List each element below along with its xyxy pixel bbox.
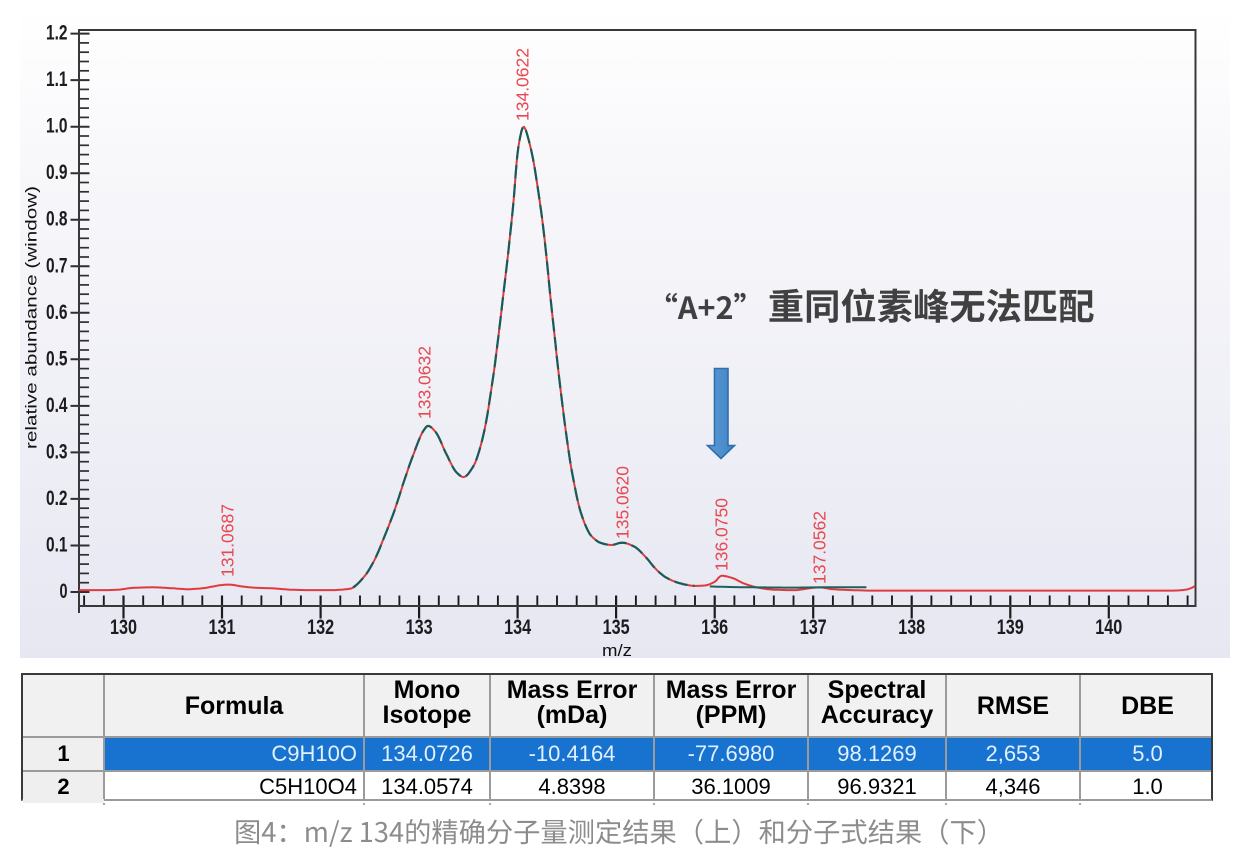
svg-text:0.9: 0.9 [46,161,68,184]
svg-text:138: 138 [898,616,925,639]
svg-text:136.0750: 136.0750 [712,498,732,571]
svg-text:140: 140 [1095,616,1122,639]
svg-text:137: 137 [800,616,827,639]
svg-text:135.0620: 135.0620 [613,466,633,539]
svg-text:133.0632: 133.0632 [415,346,435,419]
svg-text:relative abundance (window): relative abundance (window) [24,186,41,449]
svg-text:0.2: 0.2 [46,487,68,510]
svg-text:1.2: 1.2 [46,22,68,45]
svg-text:m/z: m/z [602,641,632,658]
svg-text:137.0562: 137.0562 [810,511,830,584]
svg-text:0.6: 0.6 [46,301,68,324]
svg-text:1.1: 1.1 [46,68,68,91]
svg-text:0.4: 0.4 [46,394,68,417]
svg-text:0.1: 0.1 [46,534,68,557]
svg-text:133: 133 [406,616,433,639]
svg-text:0.3: 0.3 [46,440,68,463]
svg-text:1.0: 1.0 [46,115,68,138]
svg-text:0.7: 0.7 [46,254,68,277]
svg-text:135: 135 [603,616,630,639]
svg-text:0.5: 0.5 [46,347,68,370]
svg-text:0.8: 0.8 [46,208,68,231]
svg-text:134.0622: 134.0622 [513,48,533,121]
svg-text:0: 0 [60,580,68,603]
svg-text:139: 139 [997,616,1024,639]
svg-text:130: 130 [110,616,137,639]
svg-text:136: 136 [701,616,728,639]
svg-text:131.0687: 131.0687 [218,504,238,577]
svg-text:134: 134 [504,616,531,639]
svg-text:132: 132 [307,616,334,639]
svg-text:131: 131 [209,616,236,639]
